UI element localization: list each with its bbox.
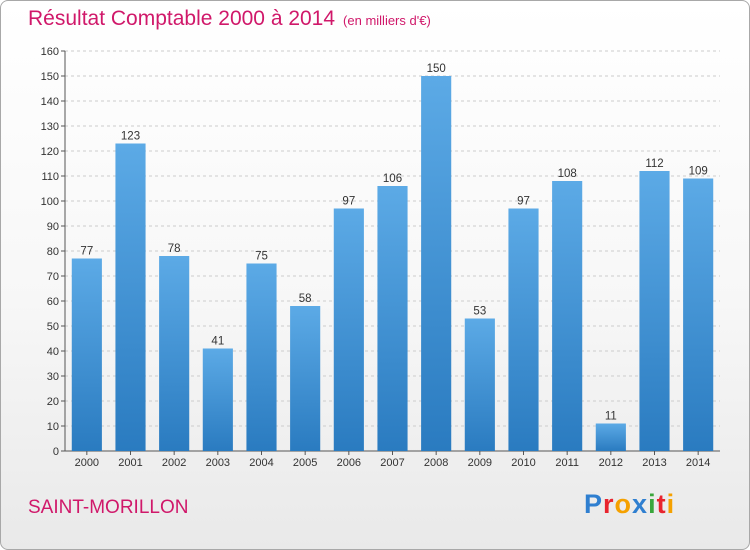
x-tick-label: 2002 xyxy=(162,457,186,469)
bar xyxy=(595,423,626,451)
bar-value-label: 97 xyxy=(342,196,355,208)
x-tick-label: 2013 xyxy=(642,457,666,469)
x-tick-label: 2011 xyxy=(555,457,579,469)
bar xyxy=(115,143,146,451)
bar-value-label: 97 xyxy=(517,196,530,208)
chart-title: Résultat Comptable 2000 à 2014 (en millie… xyxy=(28,7,431,31)
y-tick-label: 40 xyxy=(47,346,59,358)
x-tick-label: 2004 xyxy=(249,457,273,469)
x-tick-label: 2014 xyxy=(686,457,710,469)
x-tick-label: 2009 xyxy=(468,457,492,469)
bar-value-label: 53 xyxy=(473,306,486,318)
x-tick-label: 2012 xyxy=(599,457,623,469)
logo-letter: r xyxy=(603,489,615,519)
y-tick-label: 20 xyxy=(47,396,59,408)
logo-letter: P xyxy=(584,489,604,519)
bar-value-label: 78 xyxy=(168,243,181,255)
y-tick-label: 160 xyxy=(41,46,59,58)
bar xyxy=(639,171,670,451)
y-tick-label: 70 xyxy=(47,271,59,283)
y-tick-label: 150 xyxy=(41,71,59,83)
y-tick-label: 0 xyxy=(53,446,59,458)
bar xyxy=(508,208,539,451)
bar xyxy=(71,258,102,451)
bar-value-label: 123 xyxy=(121,131,140,143)
bar-value-label: 106 xyxy=(383,173,402,185)
bar-value-label: 75 xyxy=(255,251,268,263)
bar xyxy=(246,263,277,451)
y-tick-label: 130 xyxy=(41,121,59,133)
y-tick-label: 140 xyxy=(41,96,59,108)
logo-letter: t xyxy=(656,489,667,519)
bar-value-label: 11 xyxy=(605,411,617,423)
x-tick-label: 2008 xyxy=(424,457,448,469)
y-tick-label: 110 xyxy=(41,171,59,183)
bar-value-label: 150 xyxy=(427,63,446,75)
y-tick-label: 60 xyxy=(47,296,59,308)
bar-value-label: 109 xyxy=(689,166,708,178)
bar xyxy=(333,208,364,451)
x-tick-label: 2010 xyxy=(511,457,535,469)
logo-letter: x xyxy=(632,489,649,519)
logo-letter: o xyxy=(614,489,633,519)
x-tick-label: 2005 xyxy=(293,457,317,469)
proxiti-logo: Proxiti xyxy=(584,489,675,520)
x-tick-label: 2006 xyxy=(337,457,361,469)
chart-title-text: Résultat Comptable 2000 à 2014 xyxy=(28,7,336,30)
y-tick-label: 30 xyxy=(47,371,59,383)
bar-value-label: 112 xyxy=(645,158,663,170)
x-tick-label: 2007 xyxy=(380,457,404,469)
logo-letter: i xyxy=(666,489,676,519)
bar-value-label: 58 xyxy=(299,293,312,305)
bar xyxy=(377,186,408,451)
commune-name: SAINT-MORILLON xyxy=(28,497,189,518)
bar-value-label: 77 xyxy=(80,246,93,258)
y-tick-label: 10 xyxy=(47,421,59,433)
x-tick-label: 2003 xyxy=(206,457,230,469)
bar-value-label: 108 xyxy=(558,168,577,180)
bar xyxy=(202,348,233,451)
y-tick-label: 80 xyxy=(47,246,59,258)
y-tick-label: 120 xyxy=(41,146,59,158)
bar xyxy=(683,178,714,451)
bar xyxy=(159,256,190,451)
y-tick-label: 90 xyxy=(47,221,59,233)
y-tick-label: 100 xyxy=(41,196,59,208)
bar-value-label: 41 xyxy=(211,336,224,348)
logo-letter: i xyxy=(648,489,657,519)
bar xyxy=(552,181,583,451)
bar xyxy=(464,318,495,451)
bar xyxy=(421,76,452,451)
y-tick-label: 50 xyxy=(47,321,59,333)
x-tick-label: 2000 xyxy=(75,457,99,469)
chart-unit: (en milliers d'€) xyxy=(343,13,431,28)
x-tick-label: 2001 xyxy=(118,457,142,469)
bar xyxy=(290,306,321,451)
